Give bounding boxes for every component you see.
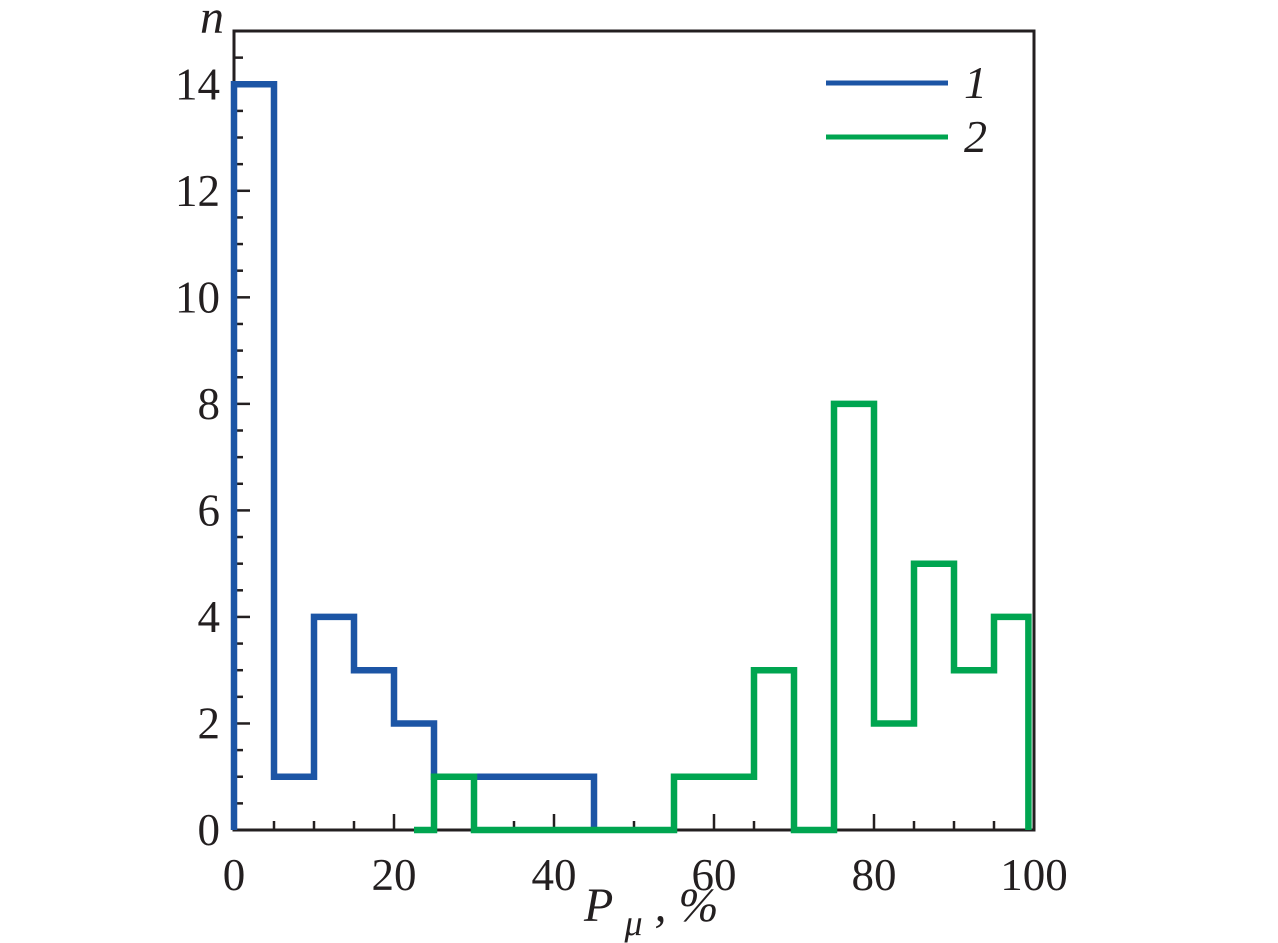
x-tick-label: 0 — [223, 850, 246, 900]
y-tick-label: 2 — [198, 698, 221, 748]
x-tick-label: 20 — [372, 850, 417, 900]
x-tick-label: 60 — [692, 850, 737, 900]
x-axis-title-suffix: , % — [655, 879, 719, 932]
y-tick-label: 6 — [198, 485, 221, 535]
y-tick-label: 14 — [175, 59, 220, 109]
y-axis-title: n — [200, 0, 224, 44]
x-axis-title-main: P — [583, 879, 613, 932]
y-tick-label: 10 — [175, 272, 220, 322]
legend: 1 2 — [826, 57, 987, 162]
y-tick-label: 0 — [198, 805, 221, 855]
y-tick-label: 12 — [175, 166, 220, 216]
x-axis-title-subscript: μ — [623, 903, 642, 943]
histogram-series — [230, 81, 1032, 834]
x-tick-label: 40 — [532, 850, 577, 900]
x-tick-label: 80 — [852, 850, 897, 900]
x-axis-title: P μ , % — [583, 879, 719, 943]
series-2-step-outline — [414, 400, 1032, 834]
x-tick-label: 100 — [1000, 850, 1068, 900]
series-1-step-outline — [230, 81, 598, 830]
y-tick-label: 8 — [198, 379, 221, 429]
legend-label-series-2: 2 — [964, 111, 987, 162]
y-tick-label: 4 — [198, 592, 221, 642]
legend-label-series-1: 1 — [964, 57, 987, 108]
